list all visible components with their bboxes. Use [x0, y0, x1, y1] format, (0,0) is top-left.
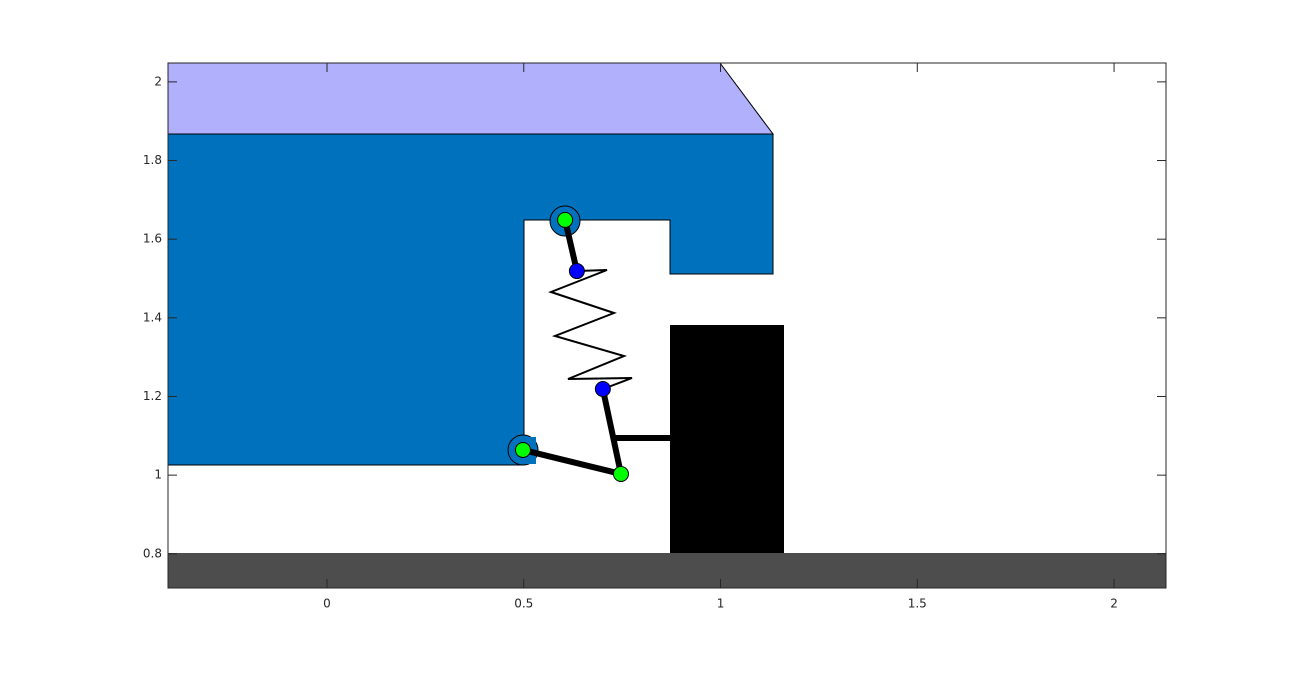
- joint: [557, 211, 574, 228]
- y-tick-label: 1.6: [143, 232, 162, 246]
- joint: [594, 381, 611, 398]
- x-tick-label: 2: [1110, 597, 1118, 611]
- x-tick-label: 0: [323, 597, 331, 611]
- link: [522, 447, 622, 477]
- y-tick-label: 1.8: [143, 153, 162, 167]
- spring: [548, 269, 633, 390]
- x-tick-label: 1.5: [908, 597, 927, 611]
- wheel-block: [670, 325, 784, 553]
- x-tick-label: 1: [717, 597, 725, 611]
- ground: [168, 553, 1166, 588]
- axes-box: [167, 62, 1167, 589]
- chassis: [167, 133, 774, 466]
- y-tick-label: 2: [154, 74, 162, 88]
- link: [599, 388, 624, 475]
- upper-body: [167, 62, 774, 135]
- joint: [612, 465, 629, 482]
- joint: [568, 263, 585, 280]
- y-tick-label: 1.4: [143, 310, 162, 324]
- link: [562, 219, 580, 272]
- y-tick-label: 1.2: [143, 389, 162, 403]
- x-tick-label: 0.5: [514, 597, 533, 611]
- y-tick-label: 1: [154, 468, 162, 482]
- y-tick-label: 0.8: [143, 546, 162, 560]
- joint: [514, 441, 531, 458]
